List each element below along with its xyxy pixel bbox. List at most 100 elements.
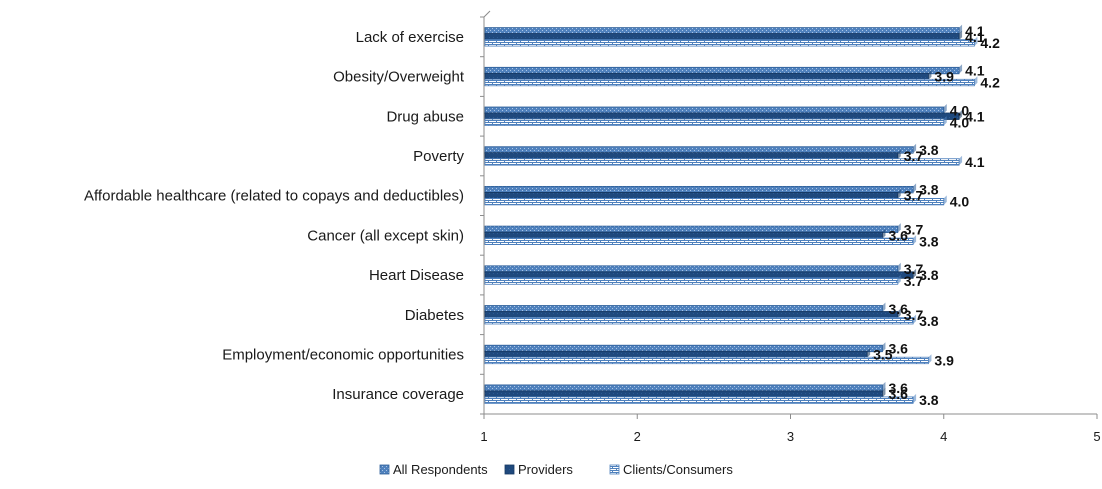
bar-clients-consumers: [484, 39, 975, 47]
data-label-providers: 3.8: [919, 267, 939, 283]
data-label-clients-consumers: 3.9: [934, 352, 954, 368]
bar-providers: [484, 112, 960, 120]
data-label-all-respondents: 4.1: [965, 23, 985, 39]
bar-cap-providers: [928, 70, 932, 80]
category-label: Diabetes: [405, 307, 464, 324]
bar-cap-providers: [867, 348, 871, 358]
data-label-clients-consumers: 4.0: [950, 114, 970, 130]
data-label-clients-consumers: 3.8: [919, 313, 939, 329]
data-label-all-respondents: 3.6: [888, 380, 908, 396]
data-label-providers: 3.7: [904, 188, 924, 204]
legend-swatch-all-respondents: [379, 464, 390, 475]
category-label: Poverty: [413, 148, 464, 165]
bar-all-respondents: [484, 265, 899, 273]
legend-label-all-respondents: All Respondents: [393, 462, 488, 477]
bar-cap-clients-consumers: [943, 116, 947, 126]
bar-all-respondents: [484, 384, 883, 392]
bar-all-respondents: [484, 66, 960, 75]
legend-label-clients-consumers: Clients/Consumers: [623, 462, 733, 477]
chart-axes: 1 2 3 4 5: [480, 10, 1101, 444]
bar-cap-clients-consumers: [913, 314, 917, 324]
bar-cap-providers: [959, 110, 963, 120]
bar-clients-consumers: [484, 237, 914, 246]
bar-cap-providers: [882, 387, 886, 398]
data-label-all-respondents: 3.8: [919, 142, 939, 158]
bar-clients-consumers: [484, 118, 945, 126]
x-tick-label: 5: [1093, 429, 1100, 444]
bar-all-respondents: [484, 225, 899, 234]
bar-clients-consumers: [484, 317, 914, 325]
bar-all-respondents: [484, 344, 883, 353]
legend-swatch-clients-consumers: [609, 464, 620, 475]
bar-cap-clients-consumers: [943, 195, 947, 205]
legend-label-providers: Providers: [518, 462, 573, 477]
bar-clients-consumers: [484, 277, 899, 285]
bar-cap-clients-consumers: [913, 393, 917, 404]
category-label: Affordable healthcare (related to copays…: [84, 188, 464, 205]
bar-providers: [484, 350, 868, 359]
bar-cap-all-respondents: [913, 183, 917, 193]
bar-cap-clients-consumers: [974, 76, 978, 86]
data-label-all-respondents: 3.7: [904, 221, 924, 237]
bar-providers: [484, 271, 914, 279]
bar-providers: [484, 390, 883, 398]
data-label-all-respondents: 4.1: [965, 63, 985, 79]
x-tick-label: 1: [480, 429, 487, 444]
data-label-clients-consumers: 3.8: [919, 392, 939, 408]
category-label: Cancer (all except skin): [307, 227, 464, 244]
data-label-providers: 4.1: [965, 29, 985, 45]
data-label-all-respondents: 3.8: [919, 182, 939, 198]
bar-cap-providers: [897, 149, 901, 160]
data-label-providers: 3.6: [888, 386, 908, 402]
bar-all-respondents: [484, 106, 945, 114]
data-label-clients-consumers: 4.1: [965, 154, 985, 170]
legend-swatch-providers: [504, 464, 515, 475]
data-label-all-respondents: 3.6: [888, 340, 908, 356]
data-label-clients-consumers: 4.2: [980, 75, 1000, 91]
bar-cap-all-respondents: [882, 302, 886, 312]
data-label-providers: 3.9: [934, 69, 954, 85]
bar-cap-all-respondents: [897, 262, 901, 273]
bar-cap-providers: [913, 268, 917, 279]
bar-clients-consumers: [484, 197, 945, 206]
bar-cap-providers: [897, 189, 901, 199]
bar-cap-all-respondents: [943, 104, 947, 114]
bar-providers: [484, 33, 960, 41]
category-label: Drug abuse: [386, 108, 464, 125]
bar-all-respondents: [484, 27, 960, 35]
chart-bars: [484, 24, 978, 404]
bar-cap-clients-consumers: [897, 274, 901, 285]
chart-labels: Lack of exercise Obesity/Overweight Drug a…: [84, 23, 1000, 408]
bar-clients-consumers: [484, 78, 975, 87]
bar-cap-clients-consumers: [959, 155, 963, 166]
bar-providers: [484, 152, 899, 160]
data-label-clients-consumers: 3.8: [919, 233, 939, 249]
bar-clients-consumers: [484, 396, 914, 404]
category-label: Lack of exercise: [356, 29, 464, 46]
data-label-all-respondents: 3.6: [888, 301, 908, 317]
x-tick-label: 4: [940, 429, 947, 444]
x-tick-label: 2: [634, 429, 641, 444]
category-label: Employment/economic opportunities: [222, 346, 464, 363]
chart-legend: All Respondents Providers Clients/Consumer…: [379, 462, 733, 477]
data-label-all-respondents: 4.0: [950, 102, 970, 118]
bar-all-respondents: [484, 146, 914, 154]
data-label-clients-consumers: 4.2: [980, 35, 1000, 51]
x-tick-label: 3: [787, 429, 794, 444]
data-label-providers: 3.6: [888, 227, 908, 243]
bar-cap-all-respondents: [882, 342, 886, 352]
data-label-clients-consumers: 4.0: [950, 194, 970, 210]
bar-cap-clients-consumers: [928, 354, 932, 364]
bar-cap-clients-consumers: [913, 235, 917, 245]
data-label-providers: 3.7: [904, 148, 924, 164]
bar-clients-consumers: [484, 158, 960, 166]
bar-cap-all-respondents: [897, 223, 901, 233]
data-label-providers: 3.7: [904, 307, 924, 323]
data-label-providers: 3.5: [873, 346, 893, 362]
data-label-all-respondents: 3.7: [904, 261, 924, 277]
category-label: Heart Disease: [369, 267, 464, 284]
bar-clients-consumers: [484, 356, 929, 365]
category-label: Insurance coverage: [332, 386, 464, 403]
bar-providers: [484, 231, 883, 240]
